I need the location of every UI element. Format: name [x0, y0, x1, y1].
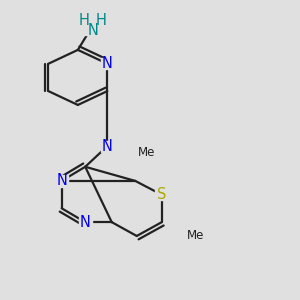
Text: N: N — [56, 173, 67, 188]
Text: N: N — [102, 56, 113, 71]
Bar — [74, 15, 103, 35]
Bar — [101, 58, 114, 69]
Text: Me: Me — [187, 230, 204, 242]
Text: N: N — [80, 214, 91, 230]
Bar — [101, 141, 114, 152]
Text: H: H — [78, 13, 89, 28]
Text: Me: Me — [138, 146, 156, 159]
Bar — [55, 175, 68, 187]
Text: S: S — [157, 187, 167, 202]
Text: N: N — [87, 23, 98, 38]
Bar — [155, 189, 168, 200]
Bar — [79, 217, 92, 228]
Text: H: H — [96, 13, 107, 28]
Text: N: N — [102, 139, 113, 154]
